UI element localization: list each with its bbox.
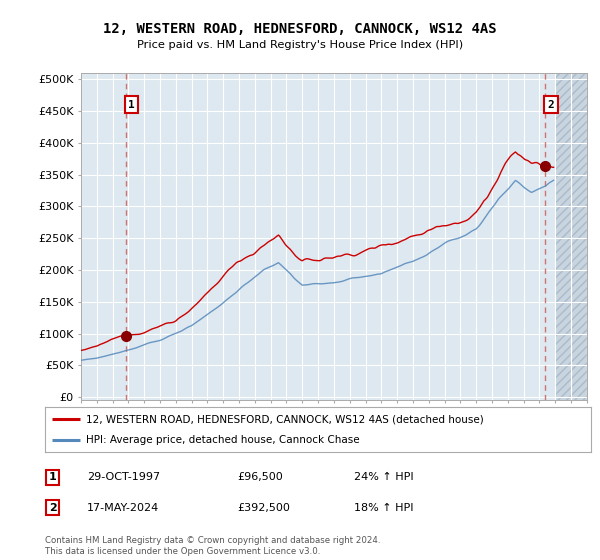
Text: £96,500: £96,500 — [237, 472, 283, 482]
Text: HPI: Average price, detached house, Cannock Chase: HPI: Average price, detached house, Cann… — [86, 435, 359, 445]
Text: 29-OCT-1997: 29-OCT-1997 — [87, 472, 160, 482]
Bar — [555, 73, 587, 400]
Text: 12, WESTERN ROAD, HEDNESFORD, CANNOCK, WS12 4AS (detached house): 12, WESTERN ROAD, HEDNESFORD, CANNOCK, W… — [86, 414, 484, 424]
Text: Contains HM Land Registry data © Crown copyright and database right 2024.
This d: Contains HM Land Registry data © Crown c… — [45, 536, 380, 556]
Text: 1: 1 — [128, 100, 135, 110]
Text: 2: 2 — [49, 503, 56, 513]
Text: 1: 1 — [49, 472, 56, 482]
Text: 17-MAY-2024: 17-MAY-2024 — [87, 503, 159, 513]
Text: 2: 2 — [548, 100, 554, 110]
Text: 12, WESTERN ROAD, HEDNESFORD, CANNOCK, WS12 4AS: 12, WESTERN ROAD, HEDNESFORD, CANNOCK, W… — [103, 22, 497, 36]
Text: 18% ↑ HPI: 18% ↑ HPI — [354, 503, 413, 513]
Text: Price paid vs. HM Land Registry's House Price Index (HPI): Price paid vs. HM Land Registry's House … — [137, 40, 463, 50]
Text: £392,500: £392,500 — [237, 503, 290, 513]
Text: 24% ↑ HPI: 24% ↑ HPI — [354, 472, 413, 482]
